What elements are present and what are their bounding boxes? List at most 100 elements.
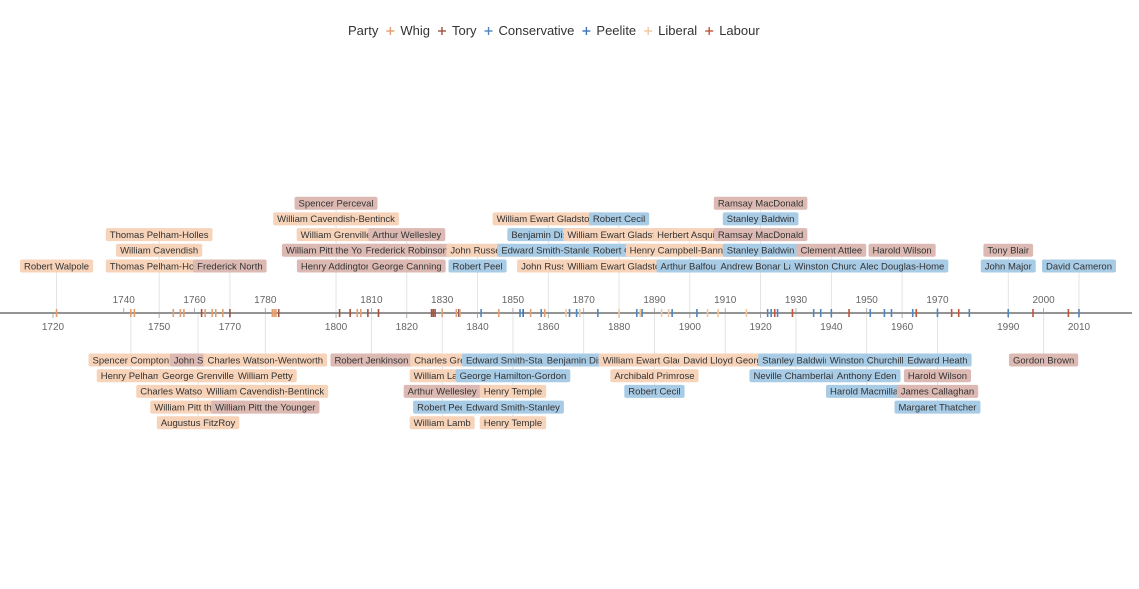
pm-label-box [903,369,972,383]
pm-label: Stanley Baldwin [722,212,799,226]
tick-label-1740: 1740 [113,295,136,306]
pm-label-text: Edward Smith-Stanley [466,402,560,413]
legend-title: Party [348,23,379,38]
pm-label-box [980,259,1036,273]
tick-label-1840: 1840 [466,322,489,333]
pm-label-box [330,353,413,367]
pm-label-box [296,228,376,242]
legend-label-peelite: Peelite [596,23,636,38]
pm-label-box [983,243,1034,257]
pm-label-box [563,228,675,242]
pm-label-text: George Hamilton-Gordon [460,371,567,382]
tick-label-1820: 1820 [396,322,419,333]
pm-label-box [713,228,808,242]
pm-label-box [855,259,949,273]
tick-label-1910: 1910 [714,295,737,306]
pm-label-text: Henry Addington [301,261,371,272]
pm-label: Edward Smith-Stanley [461,353,564,367]
axis-ticks: 1740 1760 1780 1810 1830 1850 1870 1890 1910 1930… [42,295,1091,333]
pm-label: Spencer Compton [88,353,174,367]
pm-label-text: Margaret Thatcher [898,402,976,413]
pm-label: Henry Temple [479,384,547,398]
pm-label-text: Benjamin Disraeli [511,230,585,241]
pm-label: Augustus FitzRoy [156,416,240,430]
pm-label: William Cavendish-Bentinck [202,384,329,398]
pm-label-box [492,212,605,226]
pm-label-text: James Callaghan [901,387,974,398]
pm-label: Robert Jenkinson [330,353,413,367]
pm-label: Frederick North [193,259,267,273]
pm-label-box [588,212,650,226]
pm-label-box [624,384,685,398]
pm-label-text: Edward Smith-Stanley [466,355,560,366]
pm-label-box [1042,259,1116,273]
pm-label-box [758,353,834,367]
pm-label-text: Alec Douglas-Home [860,261,944,272]
pm-label-text: Clement Attlee [800,246,862,257]
pm-label: James Callaghan [896,384,979,398]
pm-label: Harold Macmillan [826,384,908,398]
pm-label: Anthony Eden [832,369,901,383]
pm-label: Henry Campbell-Bannerman [625,243,755,257]
pm-label-text: Charles Watson-Wentworth [140,387,256,398]
tick-label-2000: 2000 [1032,295,1055,306]
pm-label-text: John Major [985,261,1032,272]
tick-label-1970: 1970 [926,295,949,306]
tick-label-1960: 1960 [891,322,914,333]
pm-label-box [455,369,571,383]
pm-label: Edward Smith-Stanley [497,243,600,257]
pm-label: Harold Wilson [903,369,972,383]
event-markers [55,309,1080,317]
pm-label: Arthur Wellesley [403,384,481,398]
tick-label-1760: 1760 [183,295,206,306]
pm-label-box [105,259,213,273]
pm-label-box [193,259,267,273]
pm-label-box [448,259,507,273]
pm-label-box [410,353,475,367]
pm-label: David Cameron [1042,259,1116,273]
pm-label-box [832,369,901,383]
pm-label-box [826,384,908,398]
pm-label-box [1008,353,1079,367]
pm-label: William Lamb [409,416,475,430]
pm-label-box [796,243,867,257]
pm-label-box [88,353,174,367]
pm-label-box [749,369,843,383]
pm-label: Ramsay MacDonald [713,228,808,242]
pm-label-box [413,400,472,414]
pm-label-box [713,196,808,210]
pm-label-box [894,400,981,414]
pm-label-text: Andrew Bonar Law [720,261,800,272]
pm-label-text: Charles Watson-Wentworth [207,355,323,366]
pm-labels: Robert Walpole Spencer Compton Henry Pelha… [19,196,1116,430]
pm-label: Robert Peel [413,400,472,414]
legend-marker-whig [386,27,395,35]
pm-label-box [825,353,908,367]
pm-label: Andrew Bonar Law [716,259,805,273]
pm-label-box [294,196,378,210]
pm-label: Robert Cecil [588,212,650,226]
tick-label-1920: 1920 [749,322,772,333]
pm-label-text: Stanley Baldwin [762,355,830,366]
pm-label-text: William Pitt the Elder [154,402,242,413]
pm-label-text: David Cameron [1046,261,1112,272]
pm-label-box [896,384,979,398]
legend-marker-labour [705,27,714,35]
legend-label-tory: Tory [452,23,477,38]
pm-label-text: Frederick North [197,261,262,272]
pm-label: Arthur Wellesley [368,228,446,242]
tick-label-1900: 1900 [679,322,702,333]
tick-label-1830: 1830 [431,295,454,306]
pm-label-box [722,243,799,257]
pm-label-text: Arthur Wellesley [408,387,477,398]
pm-label-box [610,369,699,383]
tick-label-1720: 1720 [42,322,65,333]
pm-label-text: Thomas Pelham-Holles [110,261,209,272]
pm-label-text: William Cavendish-Bentinck [277,214,395,225]
pm-label-text: Henry Pelham [101,371,161,382]
pm-label: Charles Grey [410,353,475,367]
pm-label: Thomas Pelham-Holles [105,259,213,273]
pm-label: Alec Douglas-Home [855,259,949,273]
pm-label-text: George Canning [372,261,442,272]
pm-label-box [409,416,475,430]
